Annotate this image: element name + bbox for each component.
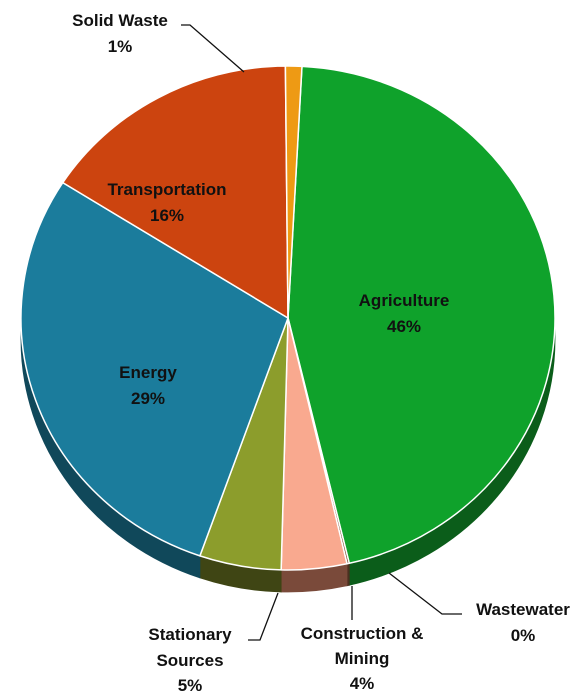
label-stationary-value: 5% bbox=[178, 676, 203, 691]
pie-slice-energy bbox=[20, 181, 289, 557]
label-agriculture-name: Agriculture bbox=[359, 291, 450, 310]
label-wastewater-value: 0% bbox=[511, 626, 536, 645]
label-wastewater-name: Wastewater bbox=[476, 600, 570, 619]
pie-slice-agriculture bbox=[287, 65, 556, 565]
pie-slice-transportation bbox=[62, 65, 289, 319]
label-solid-waste-value: 1% bbox=[108, 37, 133, 56]
label-solid-waste-name: Solid Waste bbox=[72, 11, 168, 30]
label-energy-value: 29% bbox=[131, 389, 165, 408]
leader-wastewater bbox=[388, 572, 462, 615]
leader-solid-waste bbox=[181, 24, 245, 73]
label-agriculture-value: 46% bbox=[387, 317, 421, 336]
label-stationary-line1: Stationary bbox=[148, 625, 232, 644]
label-stationary-line2: Sources bbox=[156, 651, 223, 670]
pie-top bbox=[20, 65, 556, 571]
label-energy-name: Energy bbox=[119, 363, 177, 382]
label-construction-line2: Mining bbox=[335, 649, 390, 668]
label-construction-line1: Construction & bbox=[301, 624, 424, 643]
leader-stationary bbox=[248, 592, 279, 641]
pie-slice-solid-waste bbox=[284, 65, 303, 319]
label-transportation-value: 16% bbox=[150, 206, 184, 225]
label-construction-value: 4% bbox=[350, 674, 375, 691]
label-transportation-name: Transportation bbox=[107, 180, 226, 199]
